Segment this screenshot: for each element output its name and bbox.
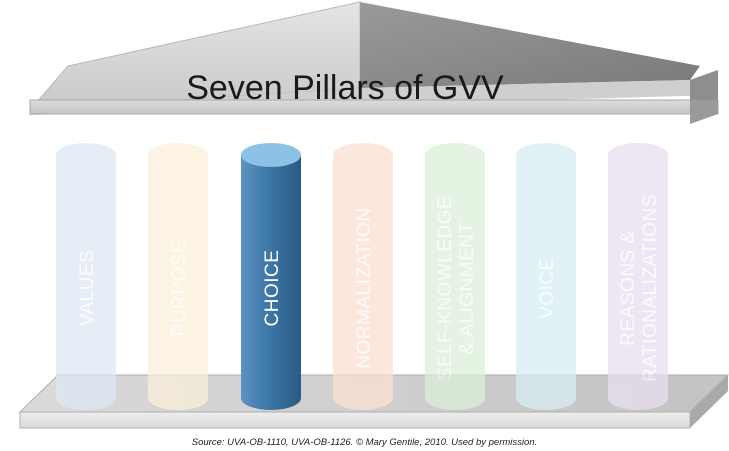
pillar-cap	[608, 143, 668, 167]
pillar-cap	[516, 143, 576, 167]
pillar-cap	[148, 143, 208, 167]
pillar-body	[56, 155, 116, 410]
pillar-6: VOICE	[516, 143, 576, 410]
pillar-body	[516, 155, 576, 410]
pillar-body	[608, 155, 668, 410]
pillar-3: CHOICE	[241, 143, 301, 410]
pillar-4: NORMALIZATION	[333, 143, 393, 410]
pillar-label: PURPOSE	[169, 240, 190, 336]
pillar-label: VOICE	[537, 257, 558, 319]
pillar-body	[241, 155, 301, 410]
roof	[28, 1, 719, 124]
pillar-label: & ALIGNMENT	[457, 221, 478, 354]
pillar-label: CHOICE	[262, 250, 283, 327]
pillar-body	[425, 155, 485, 410]
pillar-label: SELF-KNOWLEDGE	[435, 196, 456, 380]
pillar-cap	[333, 143, 393, 167]
pillar-label: REASONS &	[618, 230, 639, 345]
pillar-label: VALUES	[77, 250, 98, 327]
source-credit: Source: UVA-OB-1110, UVA-OB-1126. © Mary…	[191, 437, 538, 448]
pillar-body	[148, 155, 208, 410]
pillar-label: NORMALIZATION	[354, 207, 375, 368]
pillar-7: REASONS & RATIONALIZATIONS	[608, 143, 668, 410]
pillar-1: VALUES	[56, 143, 116, 410]
pillar-5: SELF-KNOWLEDGE & ALIGNMENT	[425, 143, 485, 410]
pillar-cap	[56, 143, 116, 167]
pillars: VALUES PURPOSE CHOICE NORMALIZATION SELF-KNO…	[56, 143, 668, 410]
pillar-cap	[425, 143, 485, 167]
pillar-2: PURPOSE	[148, 143, 208, 410]
diagram-title: Seven Pillars of GVV	[186, 69, 504, 107]
pillar-cap	[241, 143, 301, 167]
pillar-body	[333, 155, 393, 410]
pillar-label: RATIONALIZATIONS	[640, 194, 661, 382]
